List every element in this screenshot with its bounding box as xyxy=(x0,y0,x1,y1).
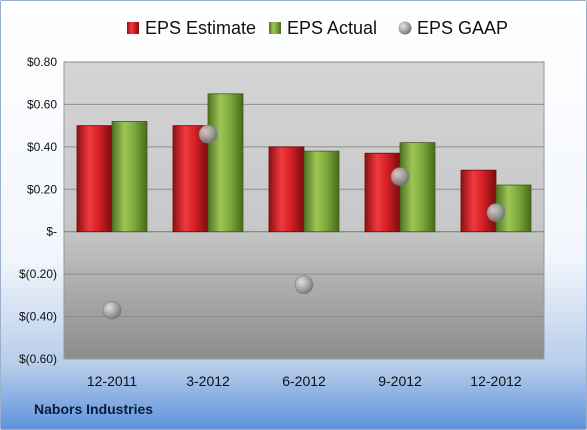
bar-eps-estimate xyxy=(268,146,305,233)
x-tick-label: 9-2012 xyxy=(378,373,422,389)
y-tick-label: $(0.20) xyxy=(19,267,57,281)
bar-eps-estimate xyxy=(172,125,209,233)
point-eps-gaap xyxy=(486,203,506,222)
legend-swatch xyxy=(269,22,281,34)
y-tick-label: $(0.40) xyxy=(19,310,57,324)
point-eps-gaap xyxy=(198,124,218,144)
x-tick-label: 12-2012 xyxy=(470,373,522,389)
bar-eps-actual xyxy=(399,142,436,233)
bar-eps-actual xyxy=(111,121,148,233)
bar-eps-estimate xyxy=(460,169,497,233)
legend-swatch xyxy=(398,21,412,35)
legend-label: EPS GAAP xyxy=(417,18,508,38)
y-tick-label: $(0.60) xyxy=(19,352,57,366)
point-eps-gaap xyxy=(294,275,314,295)
point-eps-gaap xyxy=(102,300,122,320)
y-tick-label: $0.40 xyxy=(27,140,57,154)
y-tick-label: $- xyxy=(46,225,57,239)
bar-eps-actual xyxy=(207,93,244,233)
legend-swatch xyxy=(127,22,139,34)
bar-eps-actual xyxy=(303,150,340,233)
legend-label: EPS Estimate xyxy=(145,18,256,38)
bar-eps-estimate xyxy=(364,152,401,233)
x-tick-label: 3-2012 xyxy=(186,373,230,389)
point-eps-gaap xyxy=(390,167,410,186)
x-tick-label: 12-2011 xyxy=(87,373,138,389)
x-tick-label: 6-2012 xyxy=(282,373,326,389)
y-tick-label: $0.80 xyxy=(27,55,57,69)
y-tick-label: $0.60 xyxy=(27,97,57,111)
bar-eps-estimate xyxy=(76,125,113,233)
y-tick-label: $0.20 xyxy=(27,182,57,196)
company-name: Nabors Industries xyxy=(34,401,154,417)
legend-label: EPS Actual xyxy=(287,18,377,38)
